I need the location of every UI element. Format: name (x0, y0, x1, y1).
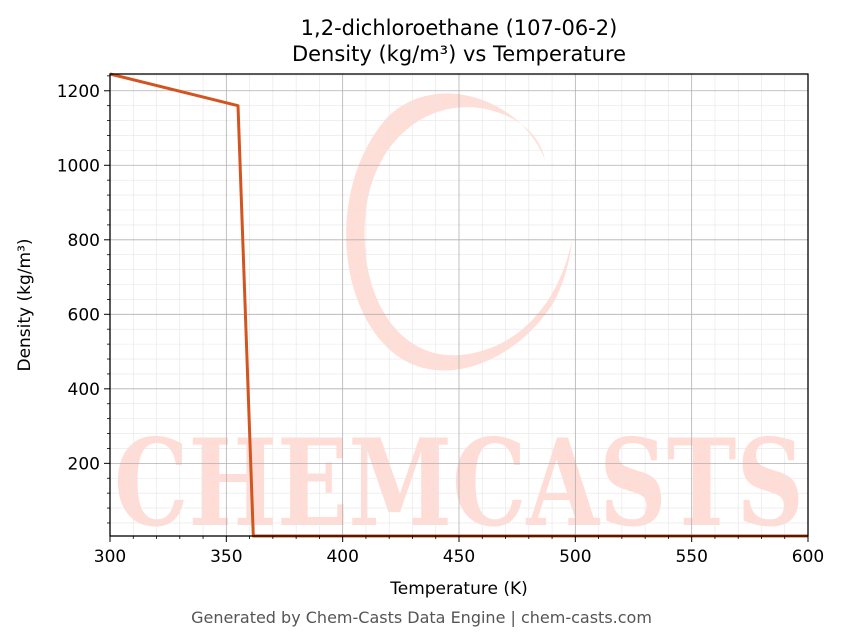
x-tick-label: 400 (326, 547, 358, 567)
x-axis-label: Temperature (K) (389, 579, 528, 599)
y-tick-label: 600 (68, 305, 100, 325)
y-tick-label: 1200 (57, 82, 100, 102)
y-axis-ticks: 200 400 600 800 1000 1200 (57, 75, 110, 524)
y-tick-label: 200 (68, 454, 100, 474)
x-tick-label: 300 (94, 547, 126, 567)
major-grid (109, 74, 809, 536)
footer-credit: Generated by Chem-Casts Data Engine | ch… (191, 608, 652, 627)
y-axis-label: Density (kg/m³) (15, 238, 35, 371)
x-tick-label: 350 (210, 547, 242, 567)
y-tick-label: 400 (68, 380, 100, 400)
x-tick-label: 600 (792, 547, 824, 567)
x-axis-ticks: 300 350 400 450 500 550 600 (94, 536, 824, 567)
x-tick-label: 450 (443, 547, 475, 567)
x-tick-label: 550 (675, 547, 707, 567)
chart-title-line1: 1,2-dichloroethane (107-06-2) (301, 16, 618, 40)
y-tick-label: 1000 (57, 156, 100, 176)
y-tick-label: 800 (68, 231, 100, 251)
x-tick-label: 500 (559, 547, 591, 567)
chart-title-line2: Density (kg/m³) vs Temperature (292, 42, 626, 66)
